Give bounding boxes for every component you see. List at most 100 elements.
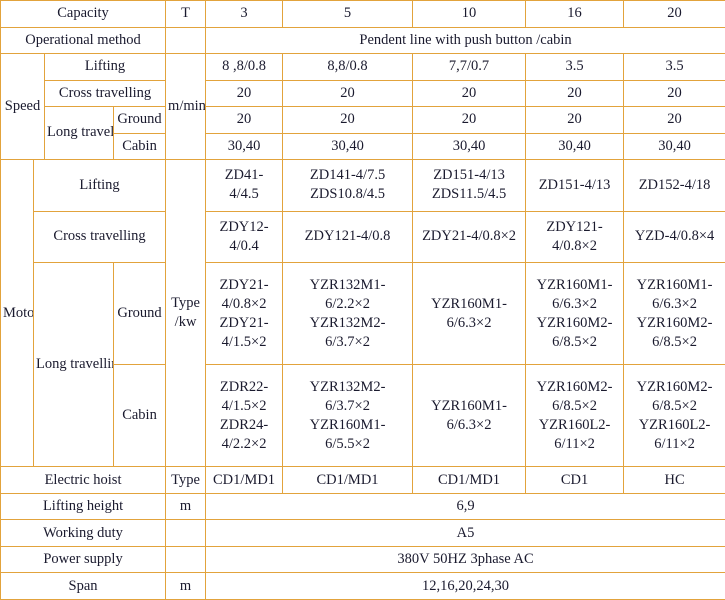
table-row-speed-cross-travelling: Cross travelling 20 20 20 20 20: [1, 79, 725, 107]
unit-motor-line2: /kw: [174, 314, 197, 331]
capacity-col-2: 5: [282, 0, 414, 28]
row-label-power-supply: Power supply: [0, 545, 167, 574]
motor-ground-col-5-line1: YZR160M1-: [636, 276, 713, 293]
motor-cross-col-4-line1: ZDY121-: [546, 218, 603, 235]
unit-operational-method: [165, 26, 207, 54]
table-row-speed-lifting: Speed Lifting m/min 8 ,8/0.8 8,8/0.8 7,7…: [0, 53, 725, 160]
unit-capacity: T: [165, 0, 207, 28]
electric-hoist-col-1: CD1/MD1: [205, 466, 284, 494]
value-working-duty: A5: [205, 519, 725, 547]
motor-cabin-col-4-line3: YZR160L2-: [538, 416, 611, 433]
motor-cabin-col-4: YZR160M2- 6/8.5×2 YZR160L2- 6/11×2: [525, 364, 625, 468]
motor-ground-col-4-line3: YZR160M2-: [536, 314, 613, 331]
capacity-col-3: 10: [412, 0, 527, 28]
motor-ground-col-5-line4: 6/8.5×2: [652, 333, 697, 350]
motor-cross-col-1-line1: ZDY12-: [219, 218, 269, 235]
unit-span: m: [165, 572, 207, 600]
speed-cabin-col-3: 30,40: [412, 132, 527, 160]
table-row-electric-hoist: Electric hoist Type CD1/MD1 CD1/MD1 CD1/…: [0, 466, 725, 494]
motor-cabin-col-2-line4: 6/5.5×2: [325, 436, 370, 453]
motor-cabin-col-5: YZR160M2- 6/8.5×2 YZR160L2- 6/11×2: [623, 364, 725, 468]
table-row-speed-long-cabin: Cabin 30,40 30,40 30,40 30,40 30,40: [1, 132, 725, 160]
motor-lifting-col-1: ZD41- 4/4.5: [205, 159, 284, 212]
motor-cabin-col-5-line1: YZR160M2-: [636, 378, 713, 395]
row-label-motor-ground: Ground: [112, 262, 167, 366]
speed-ground-col-5: 20: [623, 106, 725, 134]
motor-ground-col-2: YZR132M1- 6/2.2×2 YZR132M2- 6/3.7×2: [282, 262, 414, 366]
table-row-operational-method: Operational method Pendent line with pus…: [0, 26, 725, 54]
speed-ground-col-1: 20: [205, 106, 284, 134]
motor-ground-col-5: YZR160M1- 6/6.3×2 YZR160M2- 6/8.5×2: [623, 262, 725, 366]
unit-motor: Type /kw: [165, 158, 207, 468]
row-label-speed-long-travelling: Long travelling: [44, 106, 114, 160]
motor-lifting-col-4-line1: ZD151-4/13: [538, 176, 611, 193]
speed-cabin-col-4: 30,40: [525, 132, 625, 160]
motor-cross-col-3-line1: ZDY21-4/0.8×2: [422, 228, 517, 245]
motor-cross-col-4-line2: 4/0.8×2: [552, 238, 597, 254]
motor-cross-col-2: ZDY121-4/0.8: [282, 210, 414, 264]
motor-ground-col-2-line3: YZR132M2-: [309, 314, 386, 331]
speed-lifting-col-2: 8,8/0.8: [282, 53, 414, 81]
speed-cross-col-1: 20: [205, 79, 284, 107]
motor-cabin-col-1-line1: ZDR22-: [219, 378, 269, 395]
motor-cabin-col-2: YZR132M2- 6/3.7×2 YZR160M1- 6/5.5×2: [282, 364, 414, 468]
motor-cabin-col-4-line4: 6/11×2: [554, 436, 595, 453]
motor-lifting-col-2-line1: ZD141-4/7.5: [309, 167, 386, 184]
row-label-speed-ground: Ground: [112, 106, 167, 134]
row-label-lifting-height: Lifting height: [0, 492, 167, 521]
motor-lifting-col-4: ZD151-4/13: [525, 159, 625, 212]
speed-lifting-col-1: 8 ,8/0.8: [205, 53, 284, 81]
row-label-motor: Motor: [0, 158, 34, 468]
motor-ground-col-4-line2: 6/6.3×2: [552, 295, 597, 312]
motor-cross-col-1-line2: 4/0.4: [229, 238, 259, 254]
row-label-speed-cross-travelling: Cross travelling: [43, 79, 167, 107]
electric-hoist-col-5: HC: [623, 466, 725, 494]
electric-hoist-col-3: CD1/MD1: [412, 466, 527, 494]
row-label-speed: Speed: [0, 53, 45, 160]
speed-ground-col-4: 20: [525, 106, 625, 134]
motor-ground-col-1-line1: ZDY21-: [219, 276, 269, 293]
motor-lifting-col-5-line1: ZD152-4/18: [638, 176, 711, 193]
electric-hoist-col-4: CD1: [525, 466, 625, 494]
motor-cabin-col-4-line1: YZR160M2-: [536, 378, 613, 395]
speed-cabin-col-2: 30,40: [282, 132, 414, 160]
speed-lifting-col-5: 3.5: [623, 53, 725, 81]
table-row-capacity: Capacity T 3 5 10 16 20: [0, 0, 725, 28]
speed-cross-col-2: 20: [282, 79, 414, 107]
table-row-lifting-height: Lifting height m 6,9: [0, 492, 725, 521]
motor-lifting-col-3-line2: ZDS11.5/4.5: [431, 186, 507, 203]
motor-cross-col-1: ZDY12- 4/0.4: [205, 210, 284, 264]
motor-lifting-col-2: ZD141-4/7.5 ZDS10.8/4.5: [282, 159, 414, 212]
motor-ground-col-2-line4: 6/3.7×2: [325, 333, 370, 350]
speed-cross-col-5: 20: [623, 79, 725, 107]
table-row-working-duty: Working duty A5: [0, 519, 725, 547]
motor-ground-col-5-line3: YZR160M2-: [636, 314, 713, 331]
motor-cabin-col-3-line1: YZR160M1-: [431, 397, 507, 414]
capacity-col-5: 20: [623, 0, 725, 28]
speed-cross-col-3: 20: [412, 79, 527, 107]
motor-cabin-col-5-line4: 6/11×2: [654, 436, 695, 453]
speed-ground-col-2: 20: [282, 106, 414, 134]
motor-lifting-col-2-line2: ZDS10.8/4.5: [310, 186, 385, 203]
motor-ground-col-5-line2: 6/6.3×2: [652, 295, 697, 312]
row-label-motor-long-travelling: Long travelling: [33, 262, 114, 468]
motor-cabin-col-1-line4: 4/2.2×2: [221, 436, 267, 453]
motor-cabin-col-2-line3: YZR160M1-: [309, 416, 386, 433]
row-label-span: Span: [0, 572, 167, 600]
motor-ground-col-3-line2: 6/6.3×2: [446, 314, 492, 331]
row-label-speed-cabin: Cabin: [112, 132, 167, 160]
motor-cross-col-5: YZD-4/0.8×4: [623, 210, 725, 264]
value-operational-method: Pendent line with push button /cabin: [205, 26, 725, 54]
unit-motor-line1: Type: [171, 295, 200, 312]
motor-cabin-col-5-line2: 6/8.5×2: [652, 397, 697, 414]
motor-lifting-col-3: ZD151-4/13 ZDS11.5/4.5: [412, 159, 527, 212]
table-row-motor-long-cabin: Cabin ZDR22- 4/1.5×2 ZDR24- 4/2.2×2 YZR1…: [1, 364, 725, 468]
motor-ground-col-1-line2: 4/0.8×2: [221, 295, 267, 312]
motor-cabin-col-4-line2: 6/8.5×2: [552, 397, 597, 414]
motor-cabin-col-3-line2: 6/6.3×2: [446, 416, 492, 433]
table-row-motor-lifting: Motor Lifting Type /kw ZD41- 4/4.5 ZD141…: [0, 158, 725, 468]
motor-ground-col-3: YZR160M1- 6/6.3×2: [412, 262, 527, 366]
capacity-col-1: 3: [205, 0, 284, 28]
motor-ground-col-4-line1: YZR160M1-: [536, 276, 613, 293]
unit-working-duty: [165, 519, 207, 547]
